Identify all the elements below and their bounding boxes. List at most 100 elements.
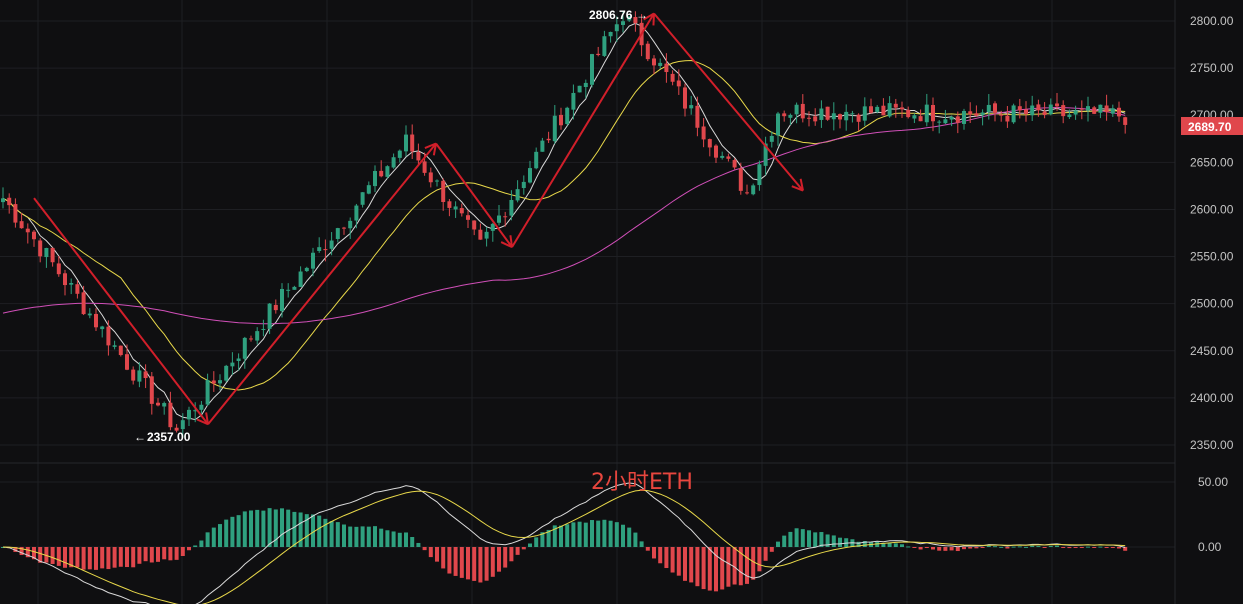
candle-body bbox=[993, 103, 997, 113]
price-tick-label: 2800.00 bbox=[1190, 14, 1234, 28]
macd-bar bbox=[261, 510, 266, 547]
macd-bar bbox=[230, 516, 235, 547]
candle-body bbox=[1123, 117, 1128, 125]
candle-body bbox=[689, 105, 694, 109]
macd-bar bbox=[1024, 546, 1028, 548]
macd-bar bbox=[410, 537, 415, 547]
macd-bar bbox=[63, 547, 67, 568]
pattern-arrowhead bbox=[432, 143, 437, 156]
candle-body bbox=[69, 282, 74, 285]
candle-body bbox=[1092, 107, 1097, 114]
candle-body bbox=[614, 24, 619, 32]
candle-body bbox=[292, 286, 297, 290]
macd-bar bbox=[348, 526, 353, 547]
candle-body bbox=[652, 58, 656, 66]
macd-bar bbox=[986, 545, 991, 547]
candle-body bbox=[323, 249, 328, 251]
macd-bar bbox=[751, 547, 756, 580]
candle-body bbox=[962, 110, 966, 124]
candle-body bbox=[602, 36, 607, 56]
candle-body bbox=[937, 121, 942, 123]
macd-bar bbox=[391, 531, 396, 547]
candle-body bbox=[813, 116, 818, 122]
macd-bar bbox=[56, 547, 61, 566]
macd-bar bbox=[280, 508, 284, 547]
macd-bar bbox=[1123, 547, 1128, 551]
candle-body bbox=[218, 380, 222, 384]
macd-bar bbox=[75, 547, 80, 568]
candle-body bbox=[726, 156, 731, 159]
price-tick-label: 2350.00 bbox=[1190, 438, 1234, 452]
macd-bar bbox=[44, 547, 49, 563]
macd-bar bbox=[112, 547, 117, 568]
macd-bar bbox=[13, 547, 18, 552]
candle-body bbox=[267, 303, 272, 329]
candle-body bbox=[831, 113, 836, 120]
macd-bar bbox=[174, 547, 179, 560]
candle-body bbox=[205, 380, 210, 405]
candle-body bbox=[13, 204, 18, 223]
candle-body bbox=[968, 111, 973, 115]
macd-bar bbox=[87, 547, 92, 570]
candle-body bbox=[137, 370, 142, 382]
macd-bar bbox=[472, 547, 477, 581]
candle-body bbox=[912, 115, 917, 119]
price-tick-label: 2450.00 bbox=[1190, 344, 1234, 358]
macd-bar bbox=[1086, 546, 1090, 548]
macd-bar bbox=[577, 521, 582, 547]
candle-body bbox=[807, 117, 811, 119]
high-annotation-label: 2806.76 bbox=[589, 8, 633, 22]
candle-body bbox=[955, 116, 960, 123]
macd-bar bbox=[38, 547, 43, 563]
macd-bar bbox=[459, 547, 464, 578]
macd-bar bbox=[428, 547, 433, 558]
macd-dif-line bbox=[2, 482, 1126, 604]
candle-body bbox=[980, 112, 985, 115]
macd-bar bbox=[565, 524, 570, 547]
candle-body bbox=[447, 201, 452, 208]
pattern-segment bbox=[33, 197, 209, 425]
candle-body bbox=[924, 104, 929, 123]
candle-body bbox=[335, 228, 340, 239]
candle-body bbox=[131, 369, 136, 381]
macd-tick-label: 0.00 bbox=[1198, 540, 1222, 554]
macd-bar bbox=[515, 547, 520, 555]
macd-bar bbox=[335, 522, 340, 547]
price-axis[interactable]: 2800.002750.002700.002650.002600.002550.… bbox=[1190, 14, 1234, 554]
candle-body bbox=[249, 338, 253, 340]
candlestick-series[interactable] bbox=[1, 11, 1128, 439]
candle-body bbox=[528, 168, 532, 183]
candle-body bbox=[416, 151, 421, 161]
candle-body bbox=[360, 192, 365, 205]
candle-body bbox=[986, 104, 991, 112]
candle-body bbox=[627, 16, 632, 21]
candle-body bbox=[999, 114, 1004, 116]
candle-body bbox=[621, 21, 625, 26]
candle-body bbox=[453, 206, 458, 210]
macd-bar bbox=[143, 547, 148, 562]
macd-bar bbox=[676, 547, 681, 576]
candle-body bbox=[720, 155, 725, 158]
macd-bar bbox=[397, 532, 402, 547]
macd-bar bbox=[968, 547, 973, 549]
macd-bar bbox=[645, 547, 650, 551]
last-price-label: 2689.70 bbox=[1188, 120, 1232, 134]
macd-bar bbox=[838, 537, 842, 547]
candle-body bbox=[949, 116, 954, 120]
macd-bar bbox=[980, 547, 985, 548]
candle-body bbox=[732, 160, 737, 168]
macd-bar bbox=[329, 521, 334, 547]
candle-body bbox=[1098, 104, 1103, 113]
candle-body bbox=[738, 168, 743, 191]
macd-bar bbox=[162, 547, 167, 560]
macd-bar bbox=[354, 526, 359, 547]
candle-body bbox=[683, 87, 687, 109]
macd-bar bbox=[503, 547, 508, 568]
candle-body bbox=[1067, 114, 1072, 118]
candle-body bbox=[782, 113, 787, 117]
candle-body bbox=[1042, 111, 1047, 115]
price-tick-label: 2500.00 bbox=[1190, 297, 1234, 311]
candle-body bbox=[385, 166, 390, 177]
